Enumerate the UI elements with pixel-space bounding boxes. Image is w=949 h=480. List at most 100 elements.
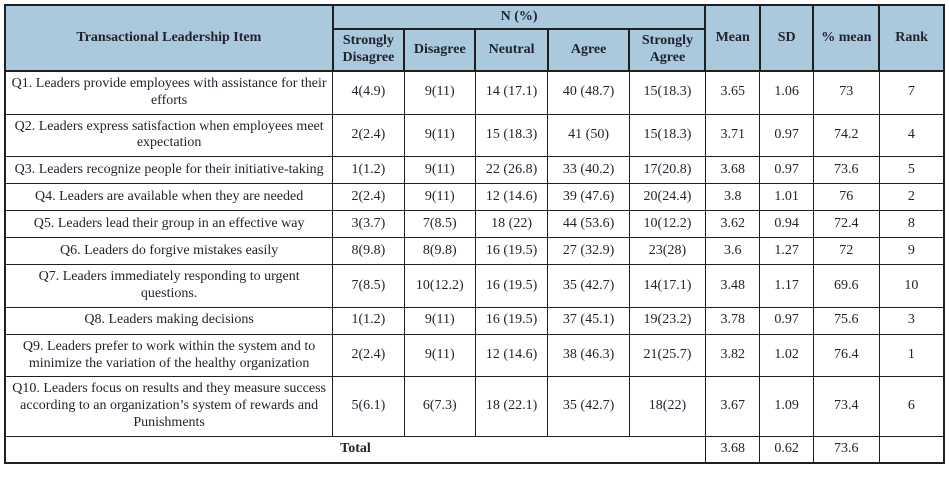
- mean-cell: 3.65: [704, 70, 761, 115]
- neutral-cell: 22 (26.8): [474, 156, 549, 185]
- table-row: Q5. Leaders lead their group in an effec…: [4, 210, 945, 239]
- disagree-cell: 7(8.5): [403, 210, 476, 239]
- total-row: Total 3.68 0.62 73.6: [4, 435, 945, 464]
- question-cell: Q8. Leaders making decisions: [4, 306, 334, 335]
- sd-cell: 0.97: [759, 113, 814, 158]
- strongly-disagree-cell: 2(2.4): [332, 333, 405, 378]
- pct-mean-cell: 76.4: [812, 333, 880, 378]
- pct-mean-cell: 73.6: [812, 156, 880, 185]
- table-row: Q6. Leaders do forgive mistakes easily 8…: [4, 237, 945, 266]
- agree-cell: 40 (48.7): [547, 70, 630, 115]
- disagree-cell: 9(11): [403, 156, 476, 185]
- mean-cell: 3.48: [704, 264, 761, 308]
- strongly-agree-cell: 17(20.8): [628, 156, 706, 185]
- agree-cell: 33 (40.2): [547, 156, 630, 185]
- header-likert-row: Strongly Disagree Disagree Neutral Agree…: [5, 28, 944, 72]
- table-row: Q10. Leaders focus on results and they m…: [4, 376, 945, 437]
- question-cell: Q6. Leaders do forgive mistakes easily: [4, 237, 334, 266]
- table-row: Q1. Leaders provide employees with assis…: [4, 70, 945, 115]
- strongly-agree-cell: 21(25.7): [628, 333, 706, 378]
- table-row: Q9. Leaders prefer to work within the sy…: [4, 333, 945, 378]
- mean-cell: 3.78: [704, 306, 761, 335]
- neutral-cell: 16 (19.5): [474, 264, 549, 308]
- table-header: Transactional Leadership Item N (%) Mean…: [4, 4, 945, 72]
- sd-cell: 1.27: [759, 237, 814, 266]
- strongly-agree-cell: 15(18.3): [628, 70, 706, 115]
- rank-cell: 6: [878, 376, 945, 437]
- pct-mean-cell: 76: [812, 183, 880, 212]
- sd-cell: 0.97: [759, 306, 814, 335]
- question-cell: Q2. Leaders express satisfaction when em…: [4, 113, 334, 158]
- header-strongly-agree: Strongly Agree: [628, 28, 707, 72]
- agree-cell: 27 (32.9): [547, 237, 630, 266]
- neutral-cell: 12 (14.6): [474, 333, 549, 378]
- agree-cell: 38 (46.3): [547, 333, 630, 378]
- disagree-cell: 10(12.2): [403, 264, 476, 308]
- disagree-cell: 9(11): [403, 333, 476, 378]
- header-n-percent-group: N (%): [331, 4, 707, 30]
- disagree-cell: 9(11): [403, 183, 476, 212]
- pct-mean-cell: 73: [812, 70, 880, 115]
- strongly-disagree-cell: 1(1.2): [332, 156, 405, 185]
- strongly-disagree-cell: 2(2.4): [332, 113, 405, 158]
- mean-cell: 3.71: [704, 113, 761, 158]
- strongly-disagree-cell: 3(3.7): [332, 210, 405, 239]
- table-body: Q1. Leaders provide employees with assis…: [4, 70, 945, 437]
- total-mean-cell: 3.68: [704, 435, 761, 464]
- rank-cell: 5: [878, 156, 945, 185]
- header-rank: Rank: [878, 4, 945, 72]
- disagree-cell: 6(7.3): [403, 376, 476, 437]
- mean-cell: 3.8: [704, 183, 761, 212]
- table-row: Q4. Leaders are available when they are …: [4, 183, 945, 212]
- sd-cell: 1.02: [759, 333, 814, 378]
- rank-cell: 1: [878, 333, 945, 378]
- header-pct-mean: % mean: [812, 4, 881, 72]
- rank-cell: 4: [878, 113, 945, 158]
- sd-cell: 0.97: [759, 156, 814, 185]
- total-label-cell: Total: [4, 435, 706, 464]
- strongly-agree-cell: 15(18.3): [628, 113, 706, 158]
- question-cell: Q5. Leaders lead their group in an effec…: [4, 210, 334, 239]
- pct-mean-cell: 74.2: [812, 113, 880, 158]
- disagree-cell: 9(11): [403, 70, 476, 115]
- question-cell: Q4. Leaders are available when they are …: [4, 183, 334, 212]
- neutral-cell: 18 (22.1): [474, 376, 549, 437]
- rank-cell: 7: [878, 70, 945, 115]
- strongly-disagree-cell: 5(6.1): [332, 376, 405, 437]
- total-pct-mean-cell: 73.6: [812, 435, 880, 464]
- header-mean: Mean: [704, 4, 761, 72]
- header-agree: Agree: [546, 28, 631, 72]
- question-cell: Q1. Leaders provide employees with assis…: [4, 70, 334, 115]
- strongly-disagree-cell: 8(9.8): [332, 237, 405, 266]
- mean-cell: 3.68: [704, 156, 761, 185]
- rank-cell: 3: [878, 306, 945, 335]
- pct-mean-cell: 69.6: [812, 264, 880, 308]
- header-sd: SD: [758, 4, 815, 72]
- mean-cell: 3.6: [704, 237, 761, 266]
- strongly-agree-cell: 20(24.4): [628, 183, 706, 212]
- table-row: Q3. Leaders recognize people for their i…: [4, 156, 945, 185]
- header-disagree: Disagree: [403, 28, 477, 72]
- table-row: Q2. Leaders express satisfaction when em…: [4, 113, 945, 158]
- sd-cell: 0.94: [759, 210, 814, 239]
- rank-cell: 10: [878, 264, 945, 308]
- neutral-cell: 18 (22): [474, 210, 549, 239]
- total-rank-cell: [878, 435, 945, 464]
- pct-mean-cell: 72.4: [812, 210, 880, 239]
- pct-mean-cell: 72: [812, 237, 880, 266]
- neutral-cell: 12 (14.6): [474, 183, 549, 212]
- disagree-cell: 8(9.8): [403, 237, 476, 266]
- mean-cell: 3.67: [704, 376, 761, 437]
- mean-cell: 3.82: [704, 333, 761, 378]
- table-row: Q8. Leaders making decisions 1(1.2) 9(11…: [4, 306, 945, 335]
- pct-mean-cell: 73.4: [812, 376, 880, 437]
- strongly-disagree-cell: 4(4.9): [332, 70, 405, 115]
- neutral-cell: 16 (19.5): [474, 237, 549, 266]
- total-sd-cell: 0.62: [759, 435, 814, 464]
- sd-cell: 1.06: [759, 70, 814, 115]
- neutral-cell: 15 (18.3): [474, 113, 549, 158]
- header-neutral: Neutral: [474, 28, 549, 72]
- pct-mean-cell: 75.6: [812, 306, 880, 335]
- header-strongly-disagree: Strongly Disagree: [331, 28, 406, 72]
- table-footer: Total 3.68 0.62 73.6: [4, 435, 945, 464]
